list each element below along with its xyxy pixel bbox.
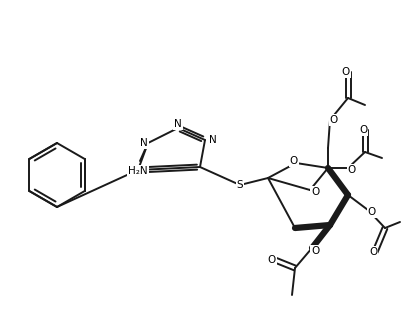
Text: S: S (237, 180, 243, 190)
Text: O: O (342, 67, 350, 77)
Text: O: O (311, 187, 319, 197)
Text: N: N (174, 119, 182, 129)
Text: O: O (359, 125, 367, 135)
Text: O: O (268, 255, 276, 265)
Text: O: O (330, 115, 338, 125)
Text: O: O (290, 156, 298, 166)
Text: H₂N: H₂N (128, 166, 148, 176)
Text: O: O (369, 247, 377, 257)
Text: O: O (368, 207, 376, 217)
Text: N: N (140, 138, 148, 148)
Text: O: O (311, 246, 319, 256)
Text: N: N (209, 135, 217, 145)
Text: O: O (348, 165, 356, 175)
